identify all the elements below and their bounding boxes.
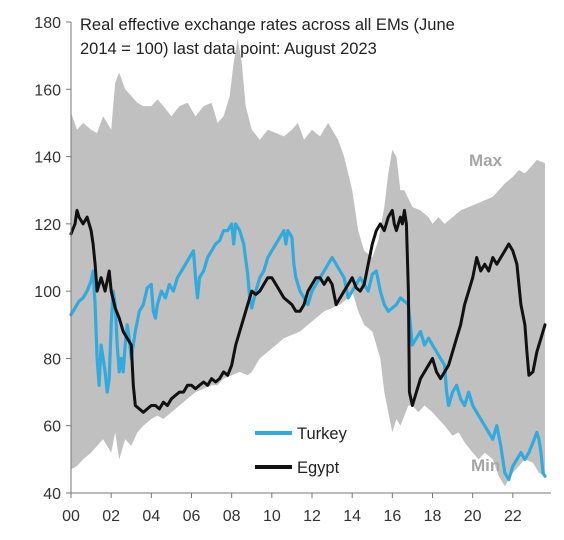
range-band (71, 38, 545, 487)
y-tick-label: 180 (34, 15, 61, 32)
y-tick-label: 80 (43, 351, 61, 368)
legend: Turkey Egypt (255, 425, 348, 477)
y-tick-label: 40 (43, 486, 61, 503)
x-tick-label: 22 (504, 508, 522, 525)
y-tick-label: 160 (34, 82, 61, 99)
legend-label-turkey: Turkey (297, 425, 348, 443)
x-tick-label: 14 (343, 508, 361, 525)
x-tick-label: 16 (383, 508, 401, 525)
y-tick-label: 120 (34, 217, 61, 234)
band-min-label: Min (471, 456, 500, 475)
band-max-label: Max (469, 151, 503, 170)
x-tick-label: 20 (464, 508, 482, 525)
x-tick-label: 00 (62, 508, 80, 525)
x-tick-label: 06 (183, 508, 201, 525)
x-tick-label: 12 (303, 508, 321, 525)
y-tick-label: 140 (34, 150, 61, 167)
y-tick-label: 100 (34, 284, 61, 301)
x-tick-label: 10 (263, 508, 281, 525)
series-layer (69, 208, 547, 482)
series-line-turkey (69, 222, 547, 482)
chart-title-line-2: 2014 = 100) last data point: August 2023 (80, 40, 377, 58)
band-labels: Max Min (469, 151, 503, 475)
series-line-egypt (69, 208, 547, 414)
x-tick-label: 04 (142, 508, 160, 525)
x-tick-label: 18 (424, 508, 442, 525)
legend-label-egypt: Egypt (297, 459, 340, 477)
band-area (71, 38, 545, 487)
axes: 40 60 80 100 120 140 160 180 00 02 04 06 08 10 12 14 16 1… (34, 15, 551, 525)
x-tick-label: 08 (223, 508, 241, 525)
x-tick-label: 02 (102, 508, 120, 525)
chart-title: Real effective exchange rates across all… (80, 16, 455, 58)
y-tick-label: 60 (43, 419, 61, 436)
chart-title-line-1: Real effective exchange rates across all… (80, 16, 455, 34)
